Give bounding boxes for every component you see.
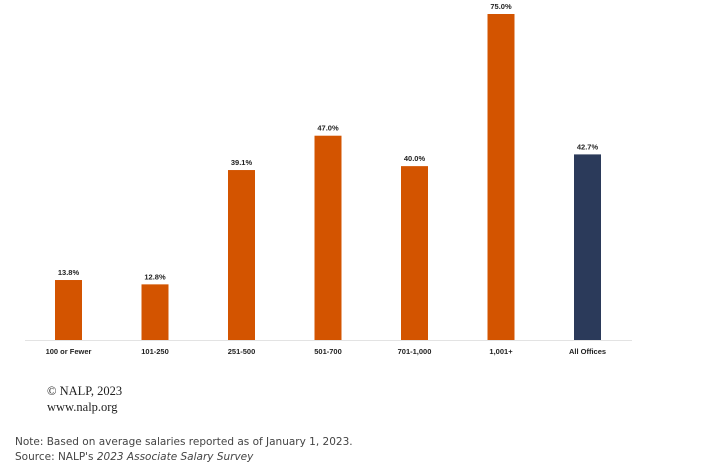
- data-label: 75.0%: [490, 2, 512, 11]
- source-title: 2023 Associate Salary Survey: [96, 451, 254, 463]
- bar: [314, 135, 342, 340]
- bar: [401, 166, 428, 340]
- x-tick-label: 100 or Fewer: [46, 347, 92, 356]
- data-label: 13.8%: [58, 268, 80, 277]
- data-label: 40.0%: [404, 154, 426, 163]
- x-tick-label: 101-250: [141, 347, 169, 356]
- x-tick-label: All Offices: [569, 347, 606, 356]
- x-tick-label: 701-1,000: [398, 347, 432, 356]
- website-text: www.nalp.org: [47, 400, 118, 414]
- bar-chart: 13.8% 100 or Fewer 12.8% 101-250 39.1% 251-50…: [25, 2, 632, 356]
- bar: [487, 14, 515, 340]
- note-text: Note: Based on average salaries reported…: [15, 436, 353, 448]
- x-tick-label: 501-700: [314, 347, 342, 356]
- bar: [574, 154, 601, 340]
- footnote-block: Note: Based on average salaries reported…: [15, 435, 353, 465]
- data-label: 12.8%: [144, 272, 166, 281]
- data-label: 39.1%: [231, 158, 253, 167]
- source-prefix: Source: NALP's: [15, 451, 97, 463]
- copyright-block: © NALP, 2023 www.nalp.org: [47, 383, 122, 415]
- bar: [228, 170, 255, 340]
- data-label: 42.7%: [577, 142, 599, 151]
- source-line: Source: NALP's 2023 Associate Salary Sur…: [15, 450, 353, 465]
- bar: [55, 280, 82, 340]
- x-tick-label: 1,001+: [489, 347, 513, 356]
- x-tick-label: 251-500: [228, 347, 256, 356]
- copyright-text: © NALP, 2023: [47, 384, 123, 398]
- data-label: 47.0%: [317, 124, 339, 133]
- bar: [141, 284, 169, 340]
